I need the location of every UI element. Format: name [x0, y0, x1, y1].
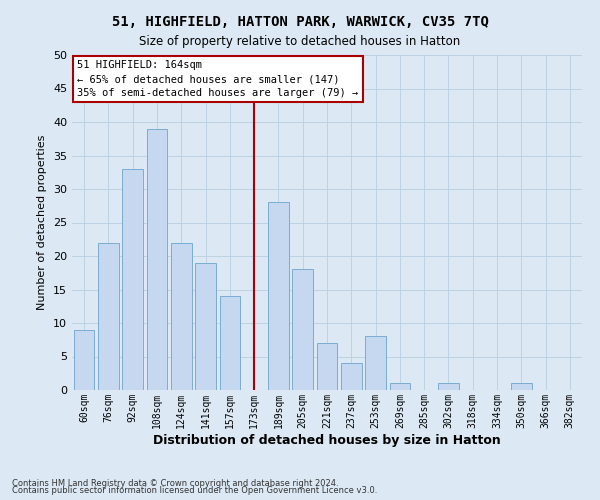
Bar: [317, 343, 337, 390]
Text: 51 HIGHFIELD: 164sqm
← 65% of detached houses are smaller (147)
35% of semi-deta: 51 HIGHFIELD: 164sqm ← 65% of detached h…: [77, 60, 358, 98]
Bar: [195, 262, 216, 390]
Bar: [98, 242, 119, 390]
Text: Contains HM Land Registry data © Crown copyright and database right 2024.: Contains HM Land Registry data © Crown c…: [12, 478, 338, 488]
Bar: [74, 330, 94, 390]
Bar: [389, 384, 410, 390]
Bar: [438, 384, 459, 390]
Y-axis label: Number of detached properties: Number of detached properties: [37, 135, 47, 310]
Text: Contains public sector information licensed under the Open Government Licence v3: Contains public sector information licen…: [12, 486, 377, 495]
Bar: [268, 202, 289, 390]
X-axis label: Distribution of detached houses by size in Hatton: Distribution of detached houses by size …: [153, 434, 501, 446]
Bar: [146, 128, 167, 390]
Bar: [511, 384, 532, 390]
Text: 51, HIGHFIELD, HATTON PARK, WARWICK, CV35 7TQ: 51, HIGHFIELD, HATTON PARK, WARWICK, CV3…: [112, 15, 488, 29]
Text: Size of property relative to detached houses in Hatton: Size of property relative to detached ho…: [139, 35, 461, 48]
Bar: [341, 363, 362, 390]
Bar: [292, 270, 313, 390]
Bar: [122, 169, 143, 390]
Bar: [220, 296, 240, 390]
Bar: [171, 242, 191, 390]
Bar: [365, 336, 386, 390]
